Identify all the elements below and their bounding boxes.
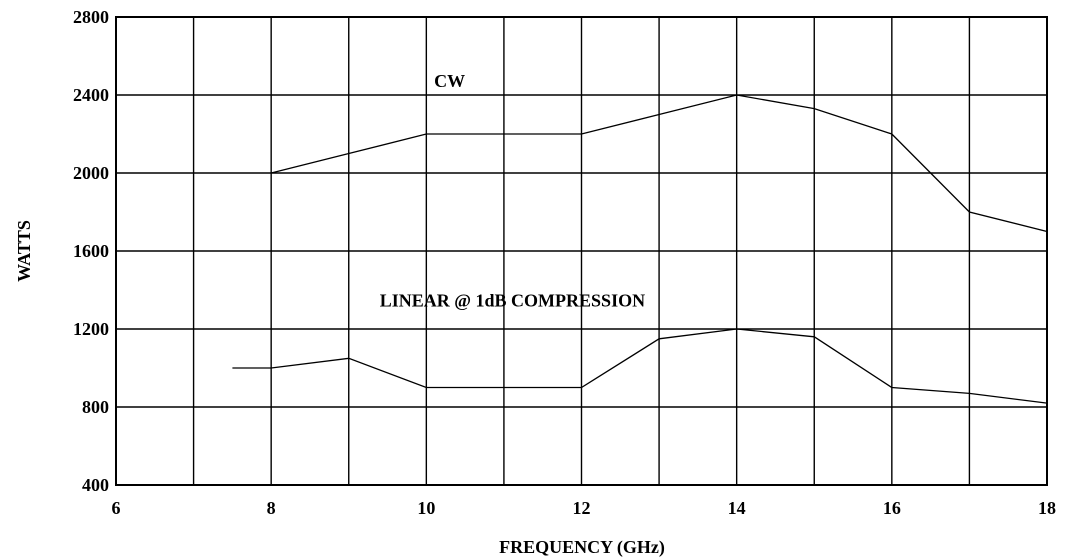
x-axis-title: FREQUENCY (GHz)	[499, 537, 665, 558]
linear-series-label: LINEAR @ 1dB COMPRESSION	[380, 291, 645, 311]
cw-series-label: CW	[434, 71, 465, 91]
x-tick-label: 16	[883, 498, 901, 518]
x-tick-label: 6	[112, 498, 121, 518]
cw-series-line	[271, 94, 1048, 233]
y-tick-label: 1200	[73, 319, 109, 339]
y-tick-label: 400	[82, 475, 109, 495]
y-tick-label: 2400	[73, 85, 109, 105]
tick-labels: 6 8 10 12 14 16 18 400 800 1200 1600 2000 2400 2800	[73, 7, 1056, 518]
grid	[115, 16, 1048, 486]
x-tick-label: 12	[573, 498, 591, 518]
x-tick-label: 14	[728, 498, 746, 518]
y-tick-label: 2000	[73, 163, 109, 183]
y-tick-label: 2800	[73, 7, 109, 27]
y-tick-label: 1600	[73, 241, 109, 261]
x-tick-label: 18	[1038, 498, 1056, 518]
x-tick-label: 8	[267, 498, 276, 518]
x-tick-label: 10	[417, 498, 435, 518]
linear-series-line	[232, 328, 1048, 404]
y-tick-label: 800	[82, 397, 109, 417]
series-lines	[232, 94, 1048, 404]
series-labels: CW LINEAR @ 1dB COMPRESSION	[380, 71, 645, 310]
y-axis-title: WATTS	[14, 220, 34, 282]
plot-frame	[115, 16, 1048, 486]
